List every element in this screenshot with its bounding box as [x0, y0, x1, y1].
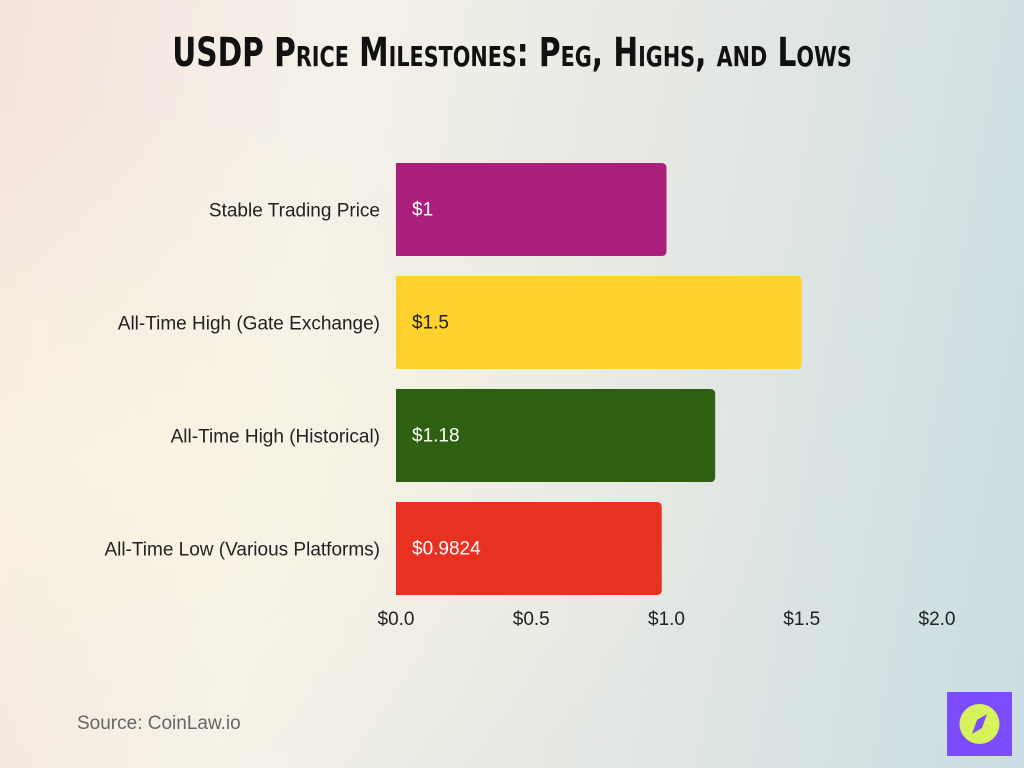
logo [947, 692, 1012, 756]
data-label: $0.9824 [412, 539, 481, 560]
data-label: $1 [412, 200, 433, 221]
x-tick-label: $1.0 [648, 609, 685, 630]
x-tick-label: $0.5 [513, 609, 550, 630]
data-label: $1.18 [412, 426, 460, 447]
category-label: Stable Trading Price [209, 201, 380, 222]
bar [396, 389, 716, 482]
bar [396, 163, 667, 256]
x-tick-label: $1.5 [783, 609, 820, 630]
source-note: Source: CoinLaw.io [77, 713, 241, 734]
x-tick-label: $2.0 [919, 609, 956, 630]
bar [396, 502, 662, 595]
category-label: All-Time High (Gate Exchange) [118, 314, 380, 335]
category-label: All-Time High (Historical) [171, 427, 380, 448]
bar [396, 276, 802, 369]
compass-icon [959, 704, 1000, 744]
chart-title: USDP Price Milestones: Peg, Highs, and L… [172, 30, 852, 76]
category-label: All-Time Low (Various Platforms) [104, 540, 380, 561]
x-tick-label: $0.0 [378, 609, 415, 630]
data-label: $1.5 [412, 313, 449, 334]
